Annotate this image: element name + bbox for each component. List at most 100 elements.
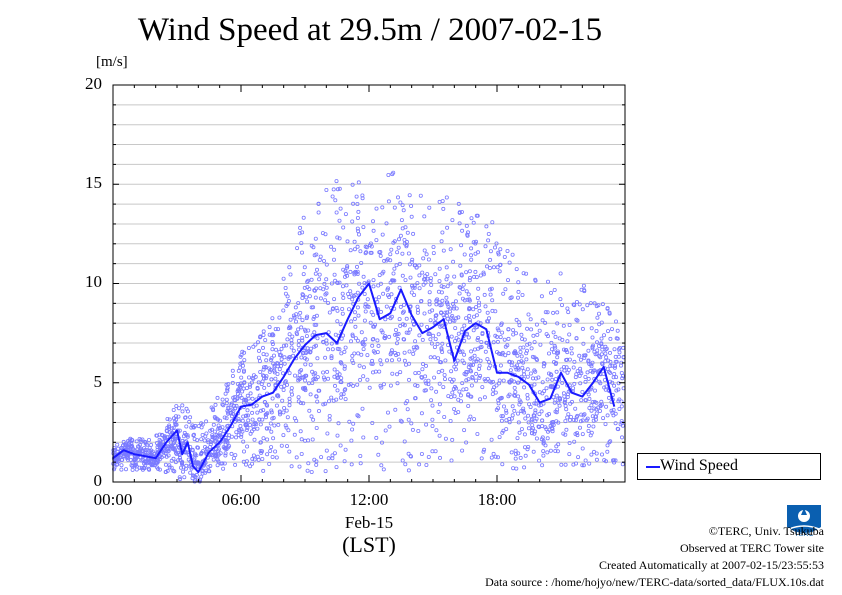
scatter-point (580, 432, 585, 437)
scatter-point (501, 404, 506, 409)
scatter-point (536, 375, 541, 380)
scatter-point (434, 389, 439, 394)
scatter-point (437, 300, 442, 305)
scatter-point (550, 377, 555, 382)
scatter-point (620, 462, 625, 467)
scatter-point (394, 341, 399, 346)
scatter-point (329, 354, 334, 359)
scatter-point (493, 390, 498, 395)
scatter-point (468, 414, 473, 419)
scatter-point (176, 414, 181, 419)
scatter-point (411, 321, 416, 326)
scatter-point (430, 417, 435, 422)
scatter-point (563, 462, 568, 467)
scatter-point (301, 350, 306, 355)
scatter-point (298, 310, 303, 315)
scatter-point (261, 365, 266, 370)
scatter-point (363, 309, 368, 314)
scatter-point (248, 391, 253, 396)
scatter-point (300, 318, 305, 323)
scatter-point (550, 419, 555, 424)
scatter-point (454, 336, 459, 341)
scatter-point (258, 422, 263, 427)
scatter-point (287, 265, 292, 270)
scatter-point (519, 427, 524, 432)
scatter-point (270, 347, 275, 352)
scatter-point (503, 287, 508, 292)
scatter-point (238, 393, 243, 398)
scatter-point (564, 427, 569, 432)
legend-line-swatch (646, 466, 660, 468)
scatter-point (142, 466, 147, 471)
scatter-point (199, 437, 204, 442)
scatter-point (481, 272, 486, 277)
scatter-point (403, 401, 408, 406)
scatter-point (312, 288, 317, 293)
scatter-point (510, 404, 515, 409)
scatter-point (306, 461, 311, 466)
scatter-point (554, 369, 559, 374)
scatter-point (403, 362, 408, 367)
scatter-point (115, 442, 120, 447)
scatter-point (578, 357, 583, 362)
scatter-point (313, 295, 318, 300)
scatter-point (260, 456, 265, 461)
scatter-point (283, 285, 288, 290)
scatter-point (305, 468, 310, 473)
scatter-point (476, 346, 481, 351)
scatter-point (620, 435, 625, 440)
scatter-point (576, 455, 581, 460)
scatter-point (258, 440, 263, 445)
scatter-point (236, 427, 241, 432)
scatter-point (543, 310, 548, 315)
scatter-point (468, 253, 473, 258)
scatter-point (112, 467, 117, 472)
scatter-point (418, 193, 423, 198)
scatter-point (619, 419, 624, 424)
scatter-point (399, 419, 404, 424)
scatter-point (156, 466, 161, 471)
scatter-point (311, 305, 316, 310)
scatter-point (436, 370, 441, 375)
scatter-point (241, 386, 246, 391)
scatter-point (558, 271, 563, 276)
scatter-point (401, 337, 406, 342)
scatter-point (432, 345, 437, 350)
scatter-point (324, 277, 329, 282)
scatter-point (272, 368, 277, 373)
scatter-point (180, 403, 185, 408)
scatter-point (405, 230, 410, 235)
scatter-point (598, 381, 603, 386)
scatter-point (330, 194, 335, 199)
scatter-point (376, 343, 381, 348)
scatter-point (392, 205, 397, 210)
scatter-point (320, 231, 325, 236)
scatter-point (247, 422, 252, 427)
scatter-point (434, 302, 439, 307)
scatter-point (486, 231, 491, 236)
scatter-point (580, 463, 585, 468)
scatter-point (325, 431, 330, 436)
scatter-point (448, 247, 453, 252)
scatter-point (323, 401, 328, 406)
scatter-point (597, 343, 602, 348)
scatter-point (549, 290, 554, 295)
scatter-point (308, 392, 313, 397)
scatter-point (600, 344, 605, 349)
scatter-point (339, 376, 344, 381)
scatter-point (332, 374, 337, 379)
scatter-point (247, 382, 252, 387)
scatter-point (294, 312, 299, 317)
scatter-point (473, 378, 478, 383)
scatter-point (240, 363, 245, 368)
scatter-point (299, 325, 304, 330)
scatter-point (586, 423, 591, 428)
scatter-point (563, 403, 568, 408)
scatter-point (494, 383, 499, 388)
scatter-point (390, 172, 395, 177)
scatter-point (506, 327, 511, 332)
y-tick-label-15: 15 (85, 173, 102, 192)
scatter-point (253, 420, 258, 425)
scatter-point (549, 340, 554, 345)
scatter-point (542, 361, 547, 366)
